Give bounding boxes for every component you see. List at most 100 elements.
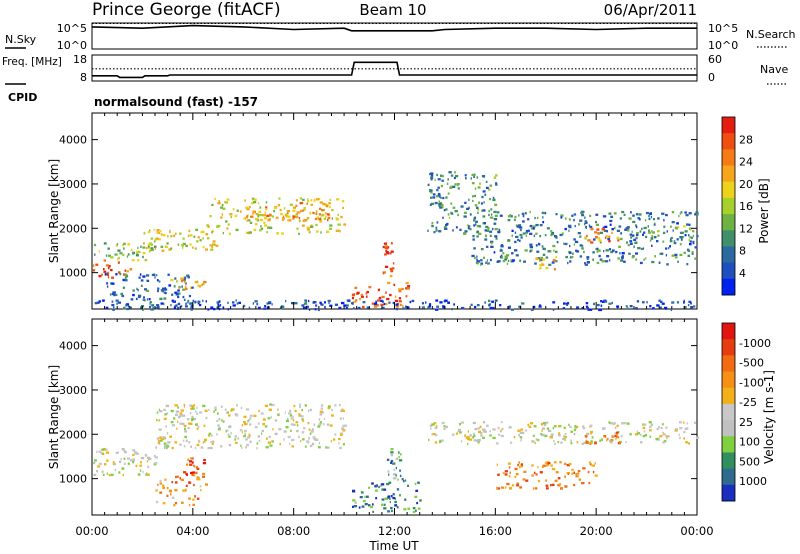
cell-10-99 — [542, 221, 545, 224]
cell-5-9 — [393, 473, 397, 476]
cell-14-182 — [217, 303, 219, 306]
cell-7-85 — [516, 482, 519, 485]
cell-8-27 — [382, 272, 385, 275]
cell-5-233 — [297, 211, 301, 214]
cell-9-164 — [429, 203, 432, 206]
cell-1-26 — [247, 419, 250, 422]
cell-6-217 — [581, 442, 584, 445]
cell-1-280 — [183, 445, 186, 448]
cell-1-383 — [323, 423, 325, 426]
cell-2-111 — [104, 273, 107, 276]
cell-5-13 — [265, 201, 268, 204]
cell-9-174 — [430, 178, 433, 181]
cell-0-7 — [93, 461, 96, 465]
cell-10-102 — [659, 252, 662, 255]
cell-14-316 — [383, 302, 386, 306]
cell-5-205 — [325, 212, 327, 215]
cell-9-201 — [467, 227, 470, 230]
cell-3-7 — [193, 464, 195, 467]
cell-5-127 — [257, 215, 259, 218]
cell-10-508 — [506, 262, 509, 265]
cell-1-388 — [248, 433, 250, 436]
cell-5-180 — [283, 207, 286, 210]
cell-6-258 — [674, 429, 678, 432]
cell-10-658 — [676, 238, 679, 241]
cell-6-248 — [570, 430, 573, 433]
colorbar-swatch-9 — [722, 468, 735, 486]
cell-10-498 — [511, 229, 514, 232]
cell-2-112 — [142, 298, 145, 302]
cell-1-416 — [334, 433, 337, 436]
cell-4-4 — [154, 247, 156, 250]
cell-0-33 — [129, 459, 133, 462]
cell-9-84 — [493, 176, 497, 179]
cell-10-485 — [635, 241, 637, 244]
cell-2-47 — [192, 299, 195, 302]
cell-9-171 — [440, 203, 444, 206]
cell-5-241 — [313, 198, 316, 202]
cell-1-51 — [105, 254, 108, 257]
cell-6-265 — [459, 423, 461, 426]
cell-5-5 — [390, 451, 394, 454]
cell-12-25 — [604, 236, 607, 239]
cell-7-66 — [571, 468, 574, 472]
cell-2-29 — [162, 486, 165, 490]
cell-10-289 — [629, 233, 633, 236]
cell-4-7 — [160, 230, 162, 233]
cell-10-420 — [485, 234, 487, 238]
cell-1-331 — [254, 426, 258, 429]
cell-10-470 — [514, 215, 517, 219]
cell-4-46 — [407, 507, 411, 510]
cell-5-217 — [298, 232, 300, 235]
cell-14-296 — [281, 305, 285, 308]
cell-1-443 — [262, 418, 266, 421]
cell-5-191 — [249, 221, 253, 224]
cell-3-17 — [191, 461, 194, 464]
cell-10-287 — [534, 216, 536, 220]
cell-10-372 — [671, 254, 675, 257]
cell-10-59 — [630, 211, 632, 214]
cell-1-167 — [203, 424, 206, 427]
cell-12-15 — [611, 231, 613, 234]
cell-1-354 — [319, 413, 322, 416]
cell-2-20 — [119, 272, 122, 276]
cell-6-199 — [657, 438, 660, 441]
cell-14-153 — [307, 299, 310, 303]
cell-4-97 — [371, 482, 374, 485]
cell-14-209 — [439, 301, 443, 304]
cell-6-111 — [434, 441, 438, 444]
cell-10-618 — [527, 229, 530, 232]
cell-1-118 — [319, 410, 323, 413]
cell-10-222 — [502, 252, 505, 255]
cell-10-402 — [696, 213, 699, 216]
cell-1-359 — [163, 445, 168, 448]
cell-2-63 — [188, 294, 191, 298]
cell-6-27 — [482, 421, 486, 424]
cell-1-267 — [218, 426, 221, 429]
cell-14-315 — [199, 303, 202, 307]
cell-4-124 — [375, 489, 378, 492]
cell-14-104 — [128, 305, 130, 308]
cell-14-83 — [625, 305, 628, 308]
cell-0-46 — [140, 461, 142, 464]
cell-5-260 — [211, 231, 213, 234]
cell-6-159 — [479, 425, 482, 428]
velocity-panel-frame — [91, 318, 698, 516]
cell-9-226 — [430, 172, 434, 175]
cell-1-138 — [228, 435, 231, 438]
cell-1-372 — [217, 412, 219, 415]
cell-9-112 — [450, 202, 453, 205]
cell-7-91 — [568, 462, 572, 466]
cell-1-169 — [307, 422, 310, 425]
cell-14-39 — [345, 304, 349, 307]
cell-7-14 — [401, 287, 404, 291]
cell-0-15 — [107, 276, 110, 279]
cell-5-5 — [251, 202, 254, 205]
cell-9-129 — [454, 183, 457, 186]
cell-4-84 — [162, 234, 166, 237]
cell-5-250 — [325, 215, 327, 218]
cell-4-51 — [390, 495, 393, 498]
cell-6-203 — [643, 423, 647, 426]
cell-1-240 — [156, 411, 159, 414]
cell-10-256 — [577, 232, 581, 235]
